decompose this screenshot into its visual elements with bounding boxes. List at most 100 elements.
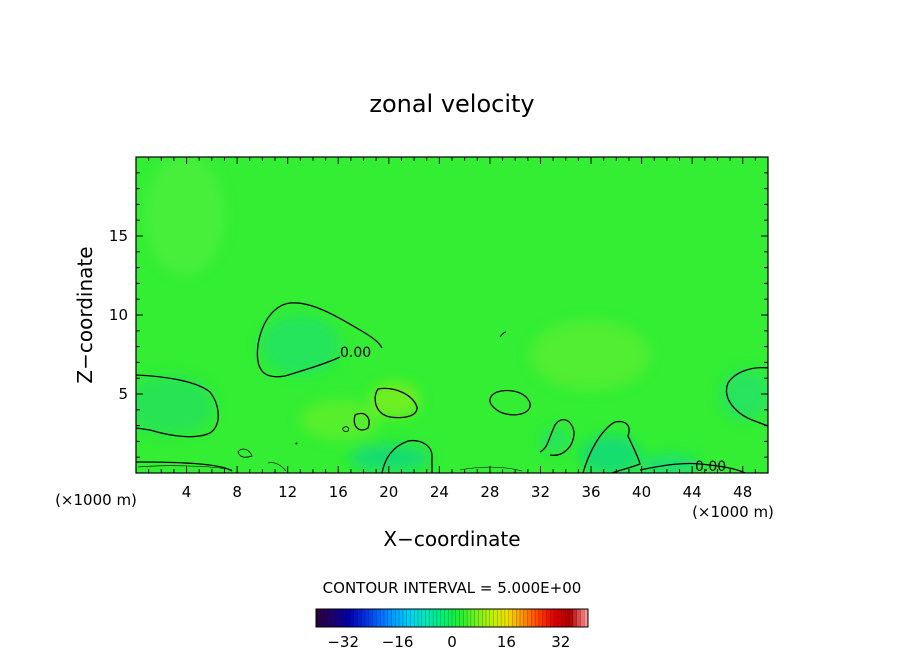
y-ticks: 5 10 15 (109, 172, 768, 458)
colorbar-frame (315, 608, 589, 628)
contour-lines (136, 302, 768, 473)
colorbar-cell (470, 609, 475, 627)
contour-line (499, 331, 507, 338)
colorbar-cell (452, 609, 457, 627)
colorbar-cell (350, 609, 355, 627)
colorbar-cell (520, 609, 525, 627)
colorbar-cell (486, 609, 491, 627)
contour-line (539, 419, 575, 456)
contour-line (639, 462, 746, 473)
colorbar-ticks: −32 −16 0 16 32 (327, 633, 570, 651)
colorbar-cell (334, 609, 339, 627)
colorbar-cell (463, 609, 468, 627)
x-tick-label: 48 (733, 483, 752, 501)
contour-line (237, 448, 253, 458)
x-ticks: 4 8 12 16 20 24 28 32 36 40 44 48 (148, 157, 756, 501)
colorbar-tick-label: 32 (551, 633, 570, 651)
colorbar-cell (455, 609, 460, 627)
x-tick-label: 40 (632, 483, 651, 501)
y-tick-label: 10 (109, 306, 128, 324)
x-tick-label: 36 (581, 483, 600, 501)
colorbar-cell (546, 609, 551, 627)
colorbar-cell (361, 609, 366, 627)
colorbar-cell (384, 609, 389, 627)
colorbar-cell (557, 609, 562, 627)
colorbar-cell (353, 609, 358, 627)
colorbar-cell (399, 609, 404, 627)
colorbar-cell (482, 609, 487, 627)
colorbar-cell (436, 609, 441, 627)
contour-line (256, 302, 383, 378)
contour-line (381, 439, 433, 473)
colorbar-tick-label: 0 (447, 633, 457, 651)
contour-line (374, 387, 418, 419)
colorbar (315, 608, 589, 628)
field-background (136, 157, 768, 473)
colorbar-cell (542, 609, 547, 627)
x-tick-label: 12 (278, 483, 297, 501)
colorbar-cell (414, 609, 419, 627)
contour-label: 0.00 (695, 459, 726, 475)
x-axis-label: X−coordinate (383, 527, 520, 551)
colorbar-cell (391, 609, 396, 627)
colorbar-cell (561, 609, 566, 627)
x-tick-label: 44 (683, 483, 702, 501)
colorbar-cell (418, 609, 423, 627)
colorbar-cell (493, 609, 498, 627)
colorbar-cell (440, 609, 445, 627)
x-unit-right: (×1000 m) (692, 503, 774, 521)
colorbar-cell (346, 609, 351, 627)
colorbar-cell (380, 609, 385, 627)
y-axis-label: Z−coordinate (73, 246, 97, 383)
colorbar-cell (444, 609, 449, 627)
colorbar-cell (497, 609, 502, 627)
colorbar-cell (580, 609, 585, 627)
colorbar-cell (554, 609, 559, 627)
contour-line (353, 412, 370, 431)
y-tick-label: 15 (109, 227, 128, 245)
colorbar-cell (508, 609, 513, 627)
colorbar-cell (535, 609, 540, 627)
colorbar-cell (323, 609, 328, 627)
colorbar-cell (433, 609, 438, 627)
colorbar-cell (316, 609, 321, 627)
x-tick-label: 20 (379, 483, 398, 501)
x-tick-label: 8 (232, 483, 242, 501)
colorbar-cell (459, 609, 464, 627)
contour-label: 0.00 (340, 345, 371, 361)
colorbar-cell (538, 609, 543, 627)
colorbar-cell (406, 609, 411, 627)
contour-line (342, 426, 350, 432)
colorbar-cell (531, 609, 536, 627)
colorbar-cell (425, 609, 430, 627)
contour-line (137, 462, 523, 472)
colorbar-tick-label: −32 (327, 633, 359, 651)
x-tick-label: 16 (329, 483, 348, 501)
colorbar-cell (550, 609, 555, 627)
colorbar-cell (395, 609, 400, 627)
contour-line (582, 420, 641, 473)
x-tick-label: 4 (182, 483, 192, 501)
colorbar-cell (572, 609, 577, 627)
colorbar-cell (365, 609, 370, 627)
colorbar-cell (376, 609, 381, 627)
colorbar-cell (387, 609, 392, 627)
y-tick-label: 5 (118, 385, 128, 403)
colorbar-cell (448, 609, 453, 627)
x-tick-label: 24 (430, 483, 449, 501)
colorbar-cell (504, 609, 509, 627)
x-tick-label: 28 (480, 483, 499, 501)
colorbar-cell (512, 609, 517, 627)
colorbar-cell (421, 609, 426, 627)
contour-line (295, 442, 298, 445)
colorbar-cell (338, 609, 343, 627)
colorbar-cell (327, 609, 332, 627)
colorbar-cell (523, 609, 528, 627)
contour-line (489, 389, 531, 416)
colorbar-cell (402, 609, 407, 627)
colorbar-cell (331, 609, 336, 627)
colorbar-tick-label: −16 (382, 633, 414, 651)
colorbar-cell (584, 609, 589, 627)
contour-line (725, 366, 768, 427)
colorbar-tick-label: 16 (497, 633, 516, 651)
